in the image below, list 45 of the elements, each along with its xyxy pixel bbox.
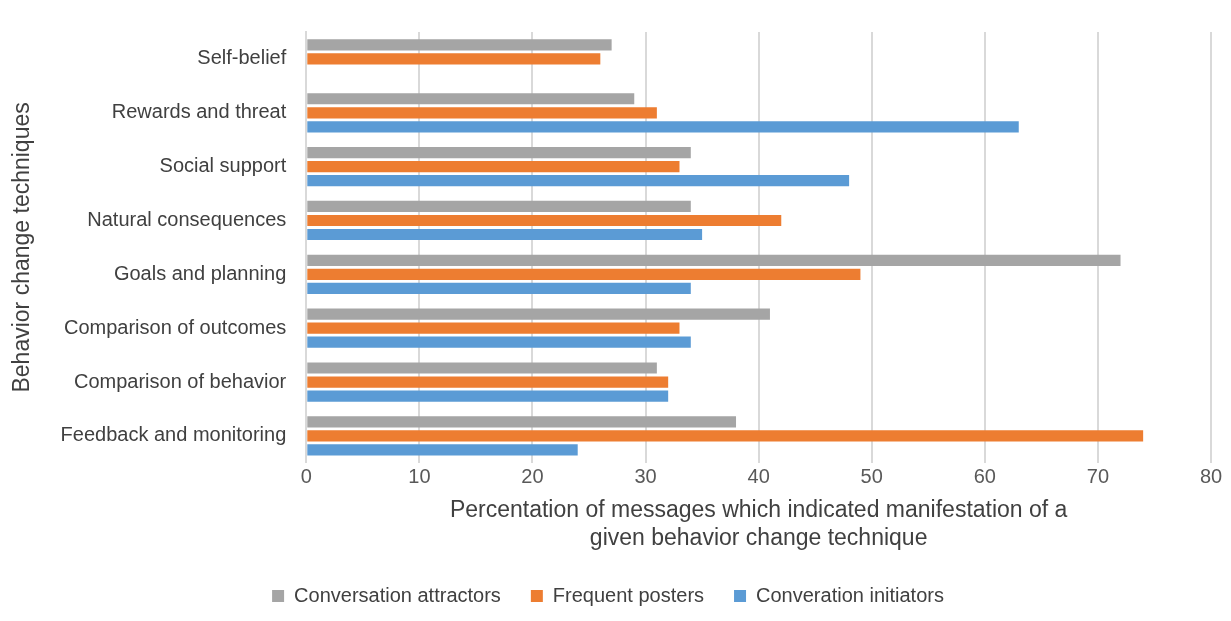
bar — [307, 93, 635, 105]
bar — [307, 107, 657, 119]
y-tick-label: Self-belief — [197, 46, 287, 69]
y-tick-label: Social support — [159, 154, 287, 177]
bar — [307, 430, 1144, 442]
bar — [307, 228, 703, 241]
bar — [307, 444, 578, 456]
y-tick-label: Goals and planning — [113, 261, 287, 284]
bar — [307, 362, 657, 374]
x-tick-label: 50 — [860, 465, 883, 488]
bar — [307, 214, 782, 227]
legend-label: Frequent posters — [552, 583, 705, 606]
x-tick-label: 10 — [408, 465, 431, 488]
bar — [307, 390, 669, 402]
x-tick-label: 70 — [1086, 465, 1110, 488]
bar — [307, 200, 691, 213]
x-tick-label: 30 — [634, 465, 657, 488]
y-tick-label: Natural consequences — [87, 207, 287, 230]
x-tick-label: 20 — [521, 465, 544, 488]
y-axis-title: Behavior change techniques — [8, 102, 35, 393]
bar — [307, 147, 691, 159]
bar — [307, 416, 737, 428]
y-tick-label: Rewards and threat — [111, 100, 287, 123]
x-tick-label: 40 — [747, 465, 770, 488]
bar — [307, 39, 612, 51]
bar — [307, 308, 770, 320]
bar — [307, 121, 1019, 133]
bar — [307, 336, 691, 348]
x-tick-label: 0 — [300, 465, 312, 488]
x-axis-title: Percentation of messages which indicated manifestation of a given behavior change technique — [449, 495, 1068, 550]
y-tick-label: Comparison of outcomes — [63, 315, 287, 338]
x-tick-label: 60 — [973, 465, 996, 488]
bar — [307, 254, 1121, 266]
bar — [307, 322, 680, 334]
y-tick-label: Feedback and monitoring — [60, 423, 287, 446]
bar — [307, 376, 669, 388]
legend-label: Conversation attractors — [294, 583, 501, 606]
legend-label: Converation initiators — [756, 583, 944, 606]
bar — [307, 268, 861, 280]
x-tick-label: 80 — [1199, 465, 1223, 488]
y-tick-label: Comparison of behavior — [73, 369, 287, 392]
bar — [307, 282, 691, 294]
bar — [307, 175, 850, 187]
bar — [307, 53, 601, 65]
bar — [307, 161, 680, 173]
